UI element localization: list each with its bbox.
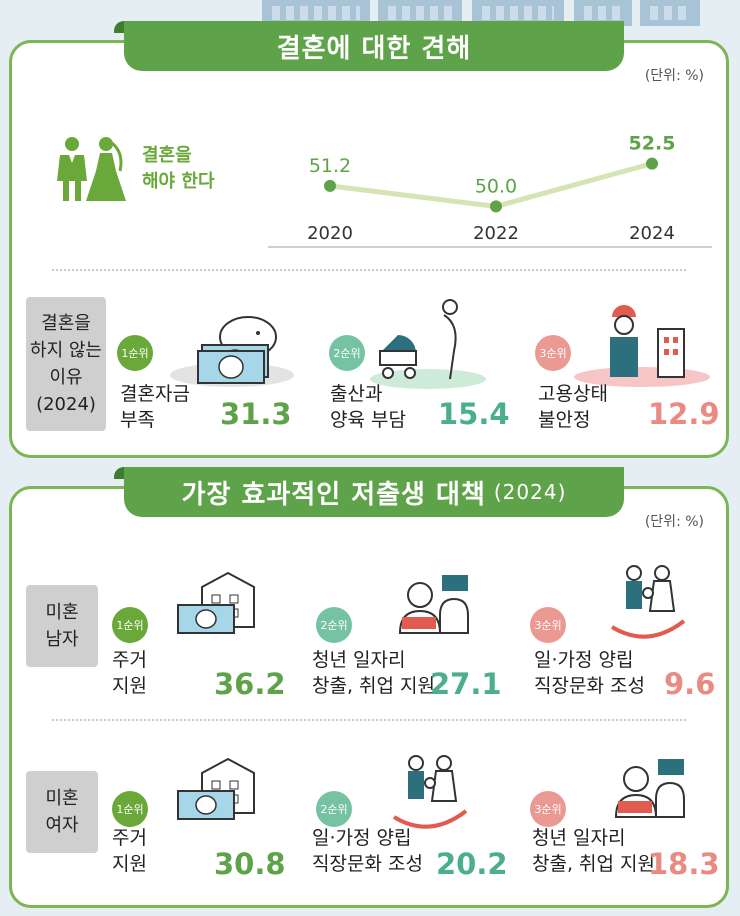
data-label: 52.5 — [629, 133, 676, 155]
marriage-view-panel: 결혼에 대한 견해 (단위: %) 결혼을 해야 한다 51.2 2020 50.0… — [9, 21, 729, 458]
policy-label-men-2: 청년 일자리 창출, 취업 지원 — [312, 649, 435, 697]
family-hand-icon — [392, 755, 468, 829]
policy-panel: 가장 효과적인 저출생 대책 (2024) (단위: %) 미혼 남자 1순위 … — [9, 467, 729, 908]
reason-value-3: 12.9 — [648, 397, 720, 431]
x-tick-label: 2024 — [629, 223, 675, 244]
x-tick-label: 2020 — [307, 223, 353, 244]
policy-value-men-1: 36.2 — [214, 667, 286, 701]
reasons-heading: 결혼을 하지 않는 이유 (2024) — [26, 297, 106, 431]
rank-badge-2: 2순위 — [316, 791, 352, 827]
wedding-couple-icon — [57, 137, 126, 201]
men-heading: 미혼 남자 — [26, 585, 98, 667]
rank-badge-2: 2순위 — [329, 335, 365, 371]
policy-value-women-2: 20.2 — [436, 847, 508, 881]
policy-label-men-1: 주거 지원 — [112, 649, 147, 697]
marriage-view-line-chart: 51.2 2020 50.0 2022 52.5 2024 — [268, 133, 712, 248]
x-tick-label: 2022 — [473, 223, 519, 244]
data-point — [646, 157, 658, 170]
policy-value-men-3: 9.6 — [664, 667, 716, 701]
policy-label-women-2: 일·가정 양립 직장문화 조성 — [312, 827, 423, 875]
divider — [52, 719, 686, 721]
rank-badge-3: 3순위 — [530, 607, 566, 643]
rank-badge-3: 3순위 — [530, 791, 566, 827]
house-money-icon — [177, 757, 255, 820]
unit-label: (단위: %) — [644, 68, 704, 84]
policy-value-women-3: 18.3 — [648, 847, 720, 881]
rank-badge-3: 3순위 — [535, 335, 571, 371]
divider — [52, 269, 686, 271]
data-point — [324, 179, 336, 192]
reason-value-1: 31.3 — [220, 397, 292, 431]
job-interview-icon — [398, 575, 469, 634]
data-label: 50.0 — [475, 175, 517, 197]
women-heading: 미혼 여자 — [26, 771, 98, 853]
background-building — [640, 0, 700, 26]
rank-badge-1: 1순위 — [112, 791, 148, 827]
policy-value-men-2: 27.1 — [430, 667, 502, 701]
reason-label-1: 결혼자금 부족 — [120, 383, 190, 431]
data-point — [490, 200, 502, 213]
data-label: 51.2 — [309, 155, 351, 177]
house-money-icon — [177, 571, 255, 634]
panel-title: 가장 효과적인 저출생 대책 (2024) — [114, 467, 624, 517]
family-hand-icon — [610, 565, 686, 639]
policy-value-women-1: 30.8 — [214, 847, 286, 881]
policy-label-women-3: 청년 일자리 창출, 취업 지원 — [532, 827, 655, 875]
rank-badge-2: 2순위 — [316, 607, 352, 643]
job-interview-icon — [614, 759, 685, 818]
rank-badge-1: 1순위 — [117, 335, 153, 371]
policy-label-men-3: 일·가정 양립 직장문화 조성 — [534, 649, 645, 697]
policy-label-women-1: 주거 지원 — [112, 827, 147, 875]
worker-building-icon — [574, 305, 710, 387]
piggy-bank-money-icon — [170, 316, 294, 387]
unit-label: (단위: %) — [644, 514, 704, 530]
reason-label-3: 고용상태 불안정 — [538, 383, 608, 431]
rank-badge-1: 1순위 — [112, 607, 148, 643]
pregnant-woman-stroller-icon — [370, 299, 486, 389]
reason-value-2: 15.4 — [438, 397, 510, 431]
series-label: 결혼을 해야 한다 — [142, 145, 215, 192]
reason-label-2: 출산과 양육 부담 — [330, 383, 406, 431]
panel-title: 결혼에 대한 견해 — [114, 21, 624, 71]
